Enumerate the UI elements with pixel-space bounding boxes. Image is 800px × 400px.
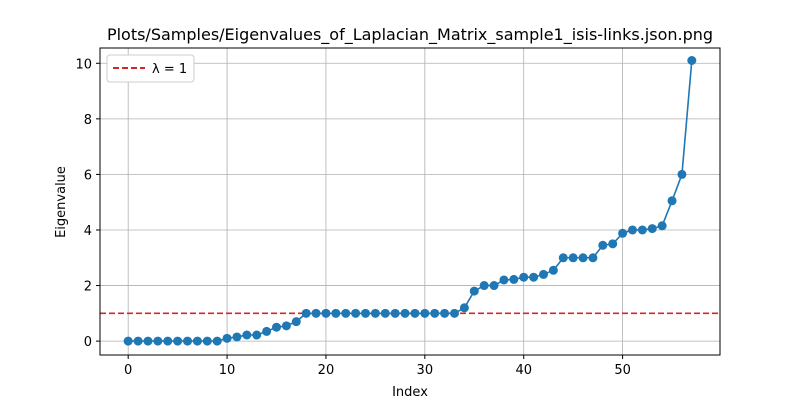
- data-point: [212, 336, 222, 346]
- y-tick-label: 2: [84, 280, 92, 295]
- data-point: [529, 272, 539, 282]
- y-axis-label: Eigenvalue: [54, 166, 69, 238]
- data-point: [143, 336, 153, 346]
- legend-box: [106, 54, 195, 83]
- y-tick-label: 8: [84, 113, 92, 128]
- data-point: [667, 196, 677, 206]
- x-tick-label: 40: [515, 363, 532, 378]
- data-point: [440, 308, 450, 318]
- data-point: [183, 336, 193, 346]
- y-tick-label: 10: [75, 57, 92, 72]
- data-point: [627, 225, 637, 235]
- data-point: [548, 265, 558, 275]
- data-point: [222, 333, 232, 343]
- data-point: [370, 308, 380, 318]
- data-point: [301, 308, 311, 318]
- x-tick-label: 10: [219, 363, 236, 378]
- data-point: [509, 274, 519, 284]
- data-point: [163, 336, 173, 346]
- data-point: [252, 330, 262, 340]
- data-point: [558, 253, 568, 263]
- x-tick-label: 30: [417, 363, 434, 378]
- plot-frame: [99, 47, 721, 356]
- data-point: [687, 56, 697, 66]
- data-point: [351, 308, 361, 318]
- tick-layer: 0 10 20 30 40 50 0 2 4 6 8 10: [75, 57, 630, 378]
- data-point: [390, 308, 400, 318]
- data-point: [618, 228, 628, 238]
- data-point: [489, 281, 499, 291]
- data-point: [272, 322, 282, 332]
- data-point: [123, 336, 133, 346]
- series-line: [128, 60, 693, 342]
- data-point: [331, 308, 341, 318]
- data-point: [519, 272, 529, 282]
- data-point: [588, 253, 598, 263]
- data-point: [608, 239, 618, 249]
- data-point: [232, 332, 242, 342]
- data-point: [153, 336, 163, 346]
- y-tick-label: 4: [84, 224, 92, 239]
- data-point: [242, 330, 252, 340]
- data-point: [479, 281, 489, 291]
- x-tick-label: 0: [124, 363, 132, 378]
- legend: λ = 1: [106, 54, 195, 83]
- data-point: [410, 308, 420, 318]
- data-point: [469, 286, 479, 296]
- data-point: [637, 225, 647, 235]
- data-point: [400, 308, 410, 318]
- data-point: [578, 253, 588, 263]
- data-point: [133, 336, 143, 346]
- data-point: [420, 308, 430, 318]
- data-point: [538, 269, 548, 279]
- data-point: [361, 308, 371, 318]
- data-point: [192, 336, 202, 346]
- x-axis-label: Index: [392, 385, 428, 400]
- data-point: [291, 317, 301, 327]
- data-point: [281, 321, 291, 331]
- x-tick-label: 50: [614, 363, 631, 378]
- data-point: [449, 308, 459, 318]
- data-point: [321, 308, 331, 318]
- data-point: [380, 308, 390, 318]
- chart-title: Plots/Samples/Eigenvalues_of_Laplacian_M…: [107, 25, 713, 45]
- data-point: [598, 240, 608, 250]
- data-point: [173, 336, 183, 346]
- y-tick-label: 0: [84, 335, 92, 350]
- data-point: [677, 169, 687, 179]
- data-point: [657, 221, 667, 231]
- data-point: [568, 253, 578, 263]
- grid-layer: [100, 48, 720, 355]
- series-layer: [123, 56, 697, 346]
- data-point: [430, 308, 440, 318]
- legend-label: λ = 1: [152, 62, 187, 77]
- y-tick-label: 6: [84, 168, 92, 183]
- data-point: [311, 308, 321, 318]
- data-point: [459, 303, 469, 313]
- data-point: [647, 224, 657, 234]
- data-point: [202, 336, 212, 346]
- data-point: [262, 326, 272, 336]
- data-point: [499, 275, 509, 285]
- data-point: [341, 308, 351, 318]
- x-tick-label: 20: [318, 363, 335, 378]
